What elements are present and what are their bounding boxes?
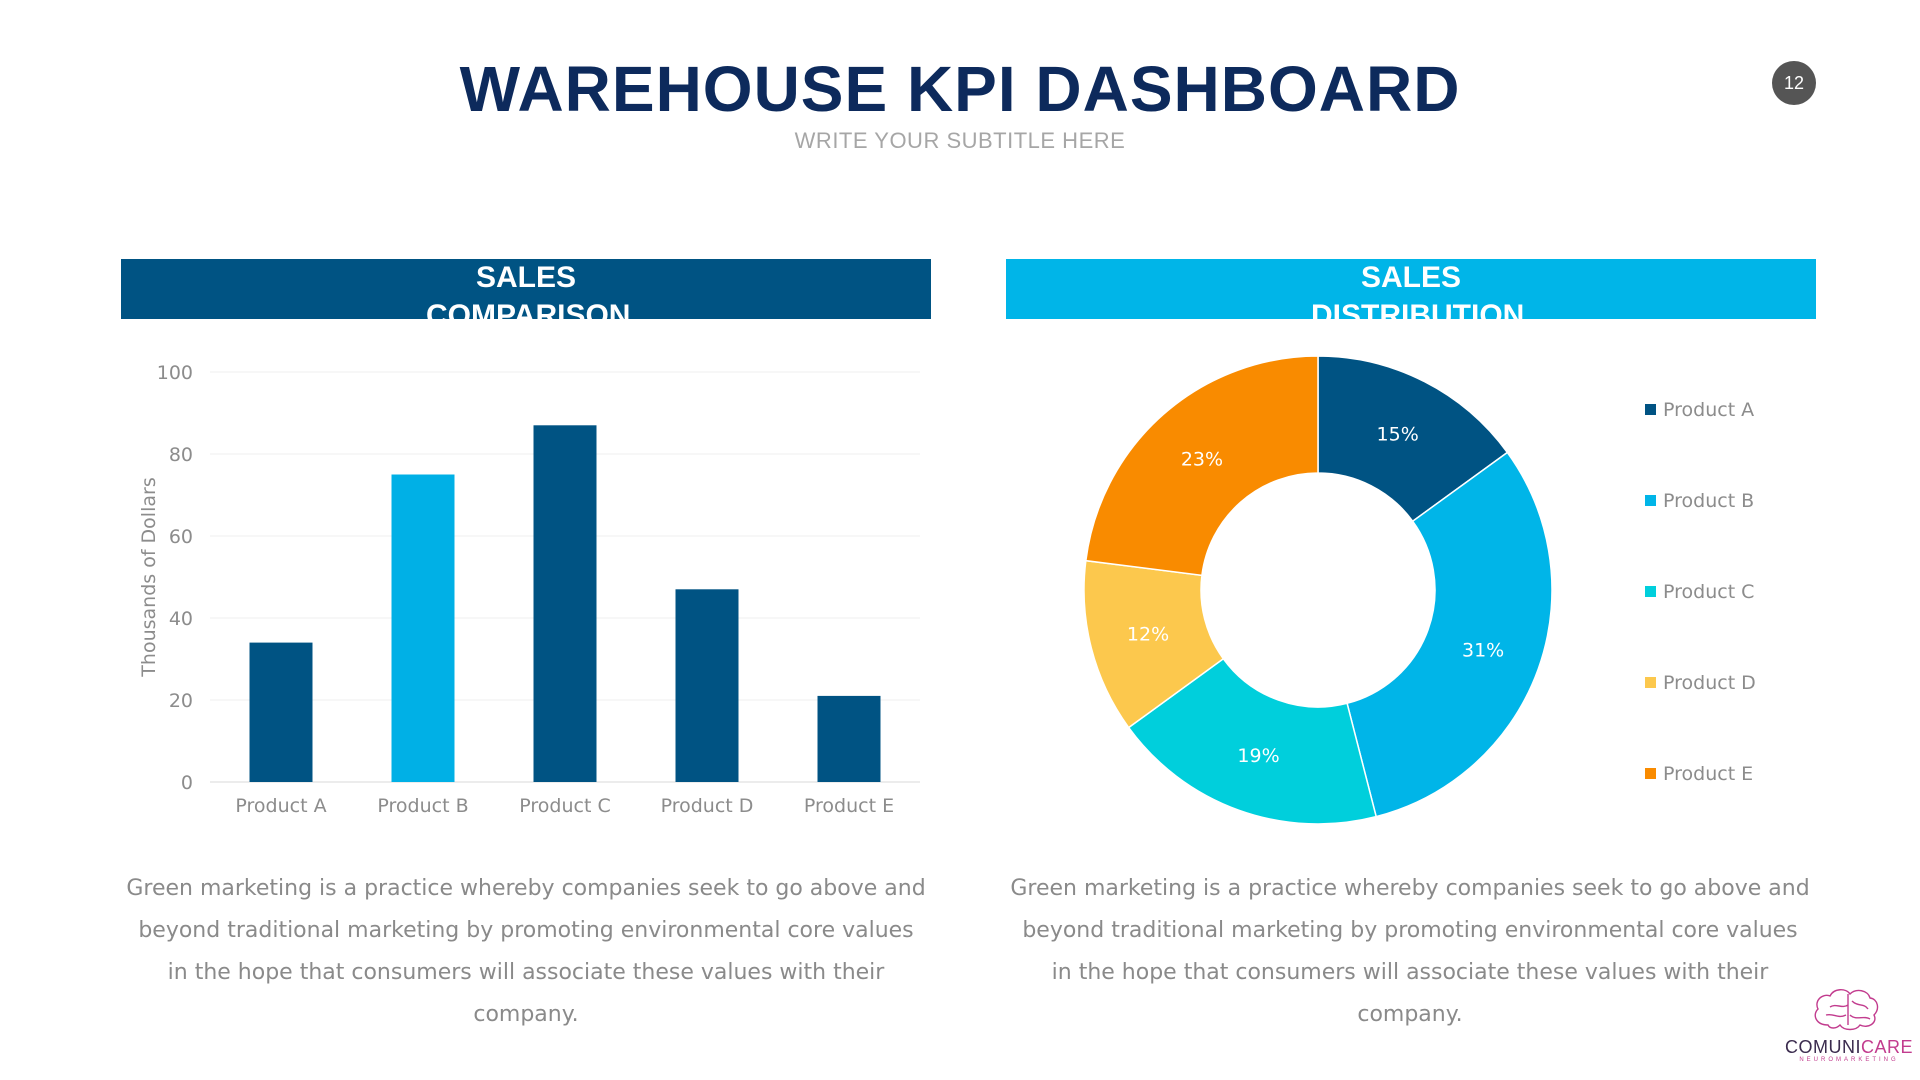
donut-slice-product-e xyxy=(1085,355,1319,577)
bar-y-tick-label: 40 xyxy=(169,608,193,630)
sales-comparison-title: SALES COMPARISON xyxy=(426,261,631,319)
legend-label: Product C xyxy=(1663,581,1754,603)
bar-x-tick-label: Product E xyxy=(804,795,894,817)
legend-label: Product B xyxy=(1663,490,1754,512)
bar-y-tick-label: 20 xyxy=(169,690,193,712)
comunicare-logo: COMUNICARE NEUROMARKETING xyxy=(1778,985,1920,1065)
bar-product-b xyxy=(391,474,455,782)
logo-tagline: NEUROMARKETING xyxy=(1799,1057,1899,1063)
legend-label: Product E xyxy=(1663,763,1753,785)
sales-distribution-title: SALES DISTRIBUTION xyxy=(1311,261,1525,319)
donut-data-label: 12% xyxy=(1127,624,1169,646)
bar-product-d xyxy=(675,589,739,782)
bar-y-tick-label: 80 xyxy=(169,444,193,466)
donut-slice-product-b xyxy=(1346,451,1553,818)
donut-data-label: 15% xyxy=(1377,424,1419,446)
bar-x-tick-label: Product B xyxy=(377,795,468,817)
logo-name-part2: CARE xyxy=(1860,1037,1913,1057)
bar-y-tick-label: 100 xyxy=(157,362,193,384)
donut-slice-product-c xyxy=(1127,657,1378,825)
bar-x-tick-label: Product C xyxy=(519,795,610,817)
legend-swatch-product-e xyxy=(1645,768,1656,779)
legend-label: Product D xyxy=(1663,672,1756,694)
legend-swatch-product-b xyxy=(1645,495,1656,506)
donut-data-label: 23% xyxy=(1181,448,1223,470)
legend-swatch-product-c xyxy=(1645,586,1656,597)
donut-slice-product-a xyxy=(1317,355,1509,523)
bar-product-e xyxy=(817,695,881,782)
sales-distribution-description: Green marketing is a practice whereby co… xyxy=(1010,876,1810,1027)
page-title: WAREHOUSE KPI DASHBOARD xyxy=(459,53,1461,125)
bar-y-axis-label: Thousands of Dollars xyxy=(138,477,160,677)
legend-label: Product A xyxy=(1663,399,1754,421)
bar-y-tick-label: 0 xyxy=(181,772,193,794)
donut-data-label: 31% xyxy=(1462,639,1504,661)
bar-product-c xyxy=(533,425,597,782)
bar-x-tick-label: Product A xyxy=(235,795,326,817)
page-subtitle: WRITE YOUR SUBTITLE HERE xyxy=(794,128,1126,153)
sales-comparison-header: SALES COMPARISON xyxy=(121,259,931,319)
logo-name-part1: COMUNI xyxy=(1784,1037,1861,1057)
sales-comparison-description: Green marketing is a practice whereby co… xyxy=(126,876,926,1027)
donut-data-label: 19% xyxy=(1237,745,1279,767)
bar-product-a xyxy=(249,642,313,782)
sales-distribution-header: SALES DISTRIBUTION xyxy=(1006,259,1816,319)
bar-x-tick-label: Product D xyxy=(661,795,754,817)
brain-logo-icon xyxy=(1814,989,1879,1031)
bar-y-tick-label: 60 xyxy=(169,526,193,548)
page-number-badge: 12 xyxy=(1772,61,1816,105)
legend-swatch-product-d xyxy=(1645,677,1656,688)
legend-swatch-product-a xyxy=(1645,404,1656,415)
